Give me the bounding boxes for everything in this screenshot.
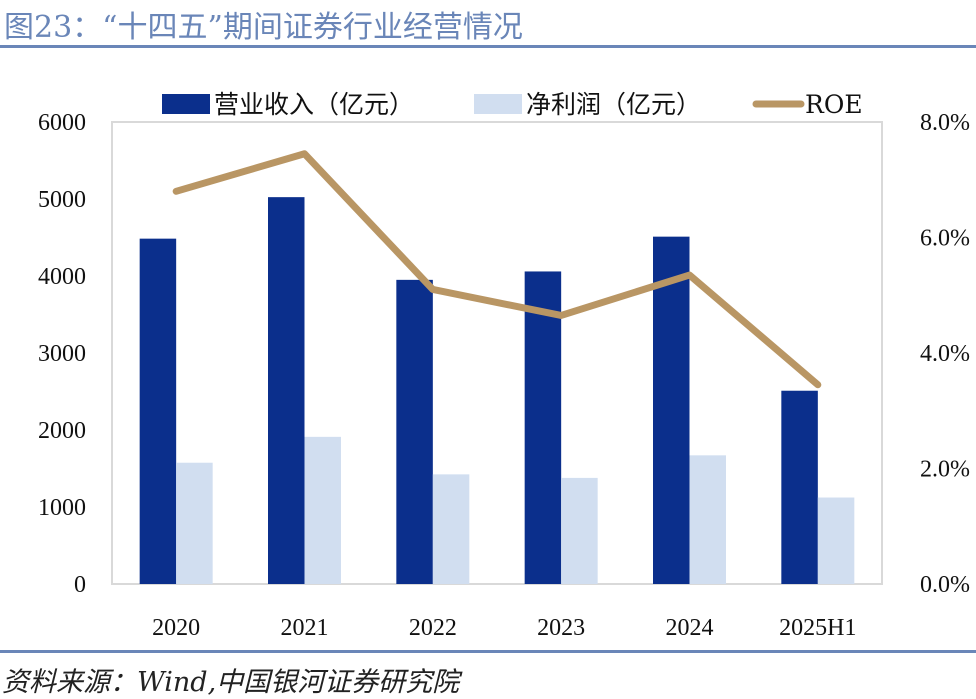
legend: 营业收入（亿元） 净利润（亿元） ROE	[162, 90, 863, 119]
roe-line-group	[172, 150, 822, 389]
left-tick-label: 4000	[38, 264, 86, 290]
revenue-bar-2021	[268, 197, 305, 585]
net-profit-bar-2023	[561, 477, 598, 584]
x-tick-label: 2022	[409, 615, 457, 641]
left-tick-label: 5000	[38, 187, 86, 213]
net-profit-bar-2020	[176, 462, 213, 584]
net-profit-bar-2025H1	[817, 497, 855, 584]
right-tick-label: 4.0%	[920, 341, 970, 367]
left-tick-label: 3000	[38, 341, 86, 367]
legend-label: 净利润（亿元）	[526, 90, 701, 119]
legend-swatch	[162, 94, 210, 114]
right-axis: 0.0% 2.0% 4.0% 6.0% 8.0%	[920, 110, 970, 598]
x-axis: 2020 2021 2022 2023 2024 2025H1	[152, 615, 856, 641]
revenue-bar-2023	[524, 271, 562, 584]
source-note: 资料来源：Wind,中国银河证券研究院	[2, 667, 460, 698]
x-tick-label: 2020	[152, 615, 200, 641]
legend-label: ROE	[805, 90, 863, 119]
legend-label: 营业收入（亿元）	[214, 90, 414, 119]
revenue-bar-2020	[139, 238, 177, 584]
left-tick-label: 6000	[38, 110, 86, 136]
net-profit-bar-2021	[304, 436, 341, 584]
left-tick-label: 2000	[38, 418, 86, 444]
left-tick-label: 1000	[38, 495, 86, 521]
x-tick-label: 2025H1	[779, 615, 856, 641]
x-tick-label: 2024	[666, 615, 714, 641]
right-tick-label: 2.0%	[920, 457, 970, 483]
legend-item-2: ROE	[752, 90, 863, 119]
right-tick-label: 8.0%	[920, 110, 970, 136]
source-divider	[0, 650, 976, 653]
revenue-bar-2025H1	[781, 390, 818, 584]
x-tick-label: 2023	[537, 615, 585, 641]
net-profit-bar-2024	[689, 455, 726, 584]
left-axis: 0 1000 2000 3000 4000 5000 6000	[38, 110, 86, 598]
right-tick-label: 6.0%	[920, 226, 970, 252]
left-tick-label: 0	[74, 572, 86, 598]
revenue-bar-2024	[653, 236, 690, 584]
figure-title: 图23：“十四五”期间证券行业经营情况	[4, 10, 523, 45]
bars	[139, 197, 855, 585]
right-tick-label: 0.0%	[920, 572, 970, 598]
legend-item-0: 营业收入（亿元）	[162, 90, 414, 119]
plot-area-border	[111, 121, 883, 585]
legend-item-1: 净利润（亿元）	[474, 90, 701, 119]
title-divider	[0, 45, 976, 48]
revenue-bar-2022	[396, 279, 433, 584]
roe-line	[172, 150, 822, 389]
legend-swatch	[474, 94, 522, 114]
net-profit-bar-2022	[432, 474, 470, 584]
x-tick-label: 2021	[281, 615, 329, 641]
